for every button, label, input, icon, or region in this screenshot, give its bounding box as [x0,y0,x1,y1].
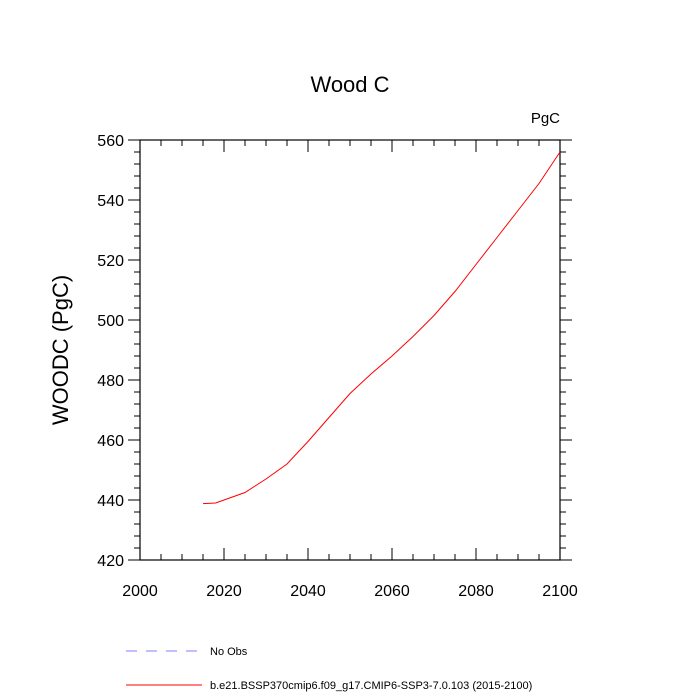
y-tick-label: 560 [97,133,124,150]
y-tick-label: 500 [97,313,124,330]
axis-ticks: 2000 2020 2040 2060 2080 2100 420 440 460 480 500 5… [97,133,578,600]
y-tick-label: 440 [97,493,124,510]
y-tick-label: 460 [97,433,124,450]
x-tick-label: 2040 [290,583,326,600]
y-tick-label: 480 [97,373,124,390]
legend-label: No Obs [210,646,248,658]
x-tick-label: 2000 [122,583,158,600]
plot-frame [139,139,561,561]
units-label: PgC [531,110,560,127]
series-line [202,151,561,505]
series-group [202,151,561,505]
x-tick-label: 2060 [374,583,410,600]
chart-title: Wood C [310,72,389,97]
legend-label: b.e21.BSSP370cmip6.f09_g17.CMIP6-SSP3-7.… [210,680,532,692]
x-tick-label: 2100 [542,583,578,600]
y-tick-label: 520 [97,253,124,270]
y-tick-label: 540 [97,193,124,210]
y-axis-label: WOODC (PgC) [48,275,73,425]
x-tick-label: 2080 [458,583,494,600]
x-tick-label: 2020 [206,583,242,600]
legend: No Obs b.e21.BSSP370cmip6.f09_g17.CMIP6-S… [126,646,532,692]
y-tick-label: 420 [97,553,124,570]
